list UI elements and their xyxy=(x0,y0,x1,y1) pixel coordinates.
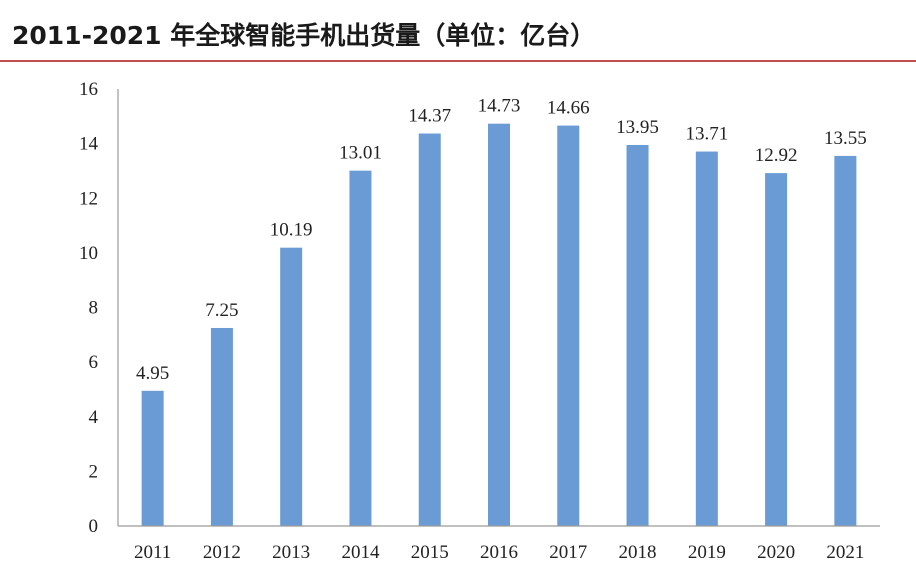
x-tick-label-2015: 2015 xyxy=(411,542,449,563)
y-tick-label: 12 xyxy=(79,188,98,209)
bar-2016 xyxy=(488,123,510,526)
x-tick-label-2014: 2014 xyxy=(341,542,380,563)
bar-2014 xyxy=(349,170,372,526)
data-label-2018: 13.95 xyxy=(616,117,659,138)
chart-header: 2011-2021 年全球智能手机出货量（单位：亿台） xyxy=(0,0,916,62)
y-tick-label: 14 xyxy=(79,134,99,155)
data-label-2013: 10.19 xyxy=(270,220,313,241)
data-label-2015: 14.37 xyxy=(408,106,451,127)
bar-2018 xyxy=(626,144,649,526)
x-tick-label-2021: 2021 xyxy=(826,542,864,563)
y-tick-label: 10 xyxy=(79,243,98,264)
x-tick-label-2018: 2018 xyxy=(619,542,657,563)
bar-2015 xyxy=(418,133,441,526)
data-label-2016: 14.73 xyxy=(478,96,521,117)
x-tick-label-2011: 2011 xyxy=(134,542,171,563)
data-label-2012: 7.25 xyxy=(205,300,238,321)
bar-2012 xyxy=(210,327,233,526)
bar-2017 xyxy=(557,125,580,526)
x-tick-label-2019: 2019 xyxy=(688,542,726,563)
x-axis: 2011 2012 2013 2014 2015 2016 2017 2018 2019 2020… xyxy=(118,525,880,563)
data-label-2021: 13.55 xyxy=(824,128,867,149)
x-tick-label-2013: 2013 xyxy=(272,542,310,563)
y-tick-label: 0 xyxy=(89,516,99,537)
chart-title: 2011-2021 年全球智能手机出货量（单位：亿台） xyxy=(12,21,596,50)
data-label-2017: 14.66 xyxy=(547,98,590,119)
bar-2011 xyxy=(141,390,164,526)
data-label-2014: 13.01 xyxy=(339,143,382,164)
bar-2019 xyxy=(695,151,718,526)
y-tick-label: 4 xyxy=(89,407,99,428)
y-tick-label: 6 xyxy=(89,352,99,373)
bar-series: 4.95 7.25 10.19 13.01 14.37 14.73 14.66 13.95 13… xyxy=(136,96,867,527)
x-tick-label-2017: 2017 xyxy=(549,542,587,563)
data-label-2011: 4.95 xyxy=(136,363,169,384)
y-tick-label: 2 xyxy=(89,461,99,482)
data-label-2019: 13.71 xyxy=(685,124,728,145)
bar-2013 xyxy=(280,247,303,527)
x-tick-label-2020: 2020 xyxy=(757,542,795,563)
x-tick-label-2016: 2016 xyxy=(480,542,518,563)
bar-2021 xyxy=(834,155,857,526)
y-axis: 0 2 4 6 8 10 12 14 16 xyxy=(79,79,119,537)
y-tick-label: 8 xyxy=(89,298,99,319)
data-label-2020: 12.92 xyxy=(755,145,798,166)
y-tick-label: 16 xyxy=(79,79,98,100)
x-tick-label-2012: 2012 xyxy=(203,542,241,563)
bar-2020 xyxy=(765,173,788,526)
